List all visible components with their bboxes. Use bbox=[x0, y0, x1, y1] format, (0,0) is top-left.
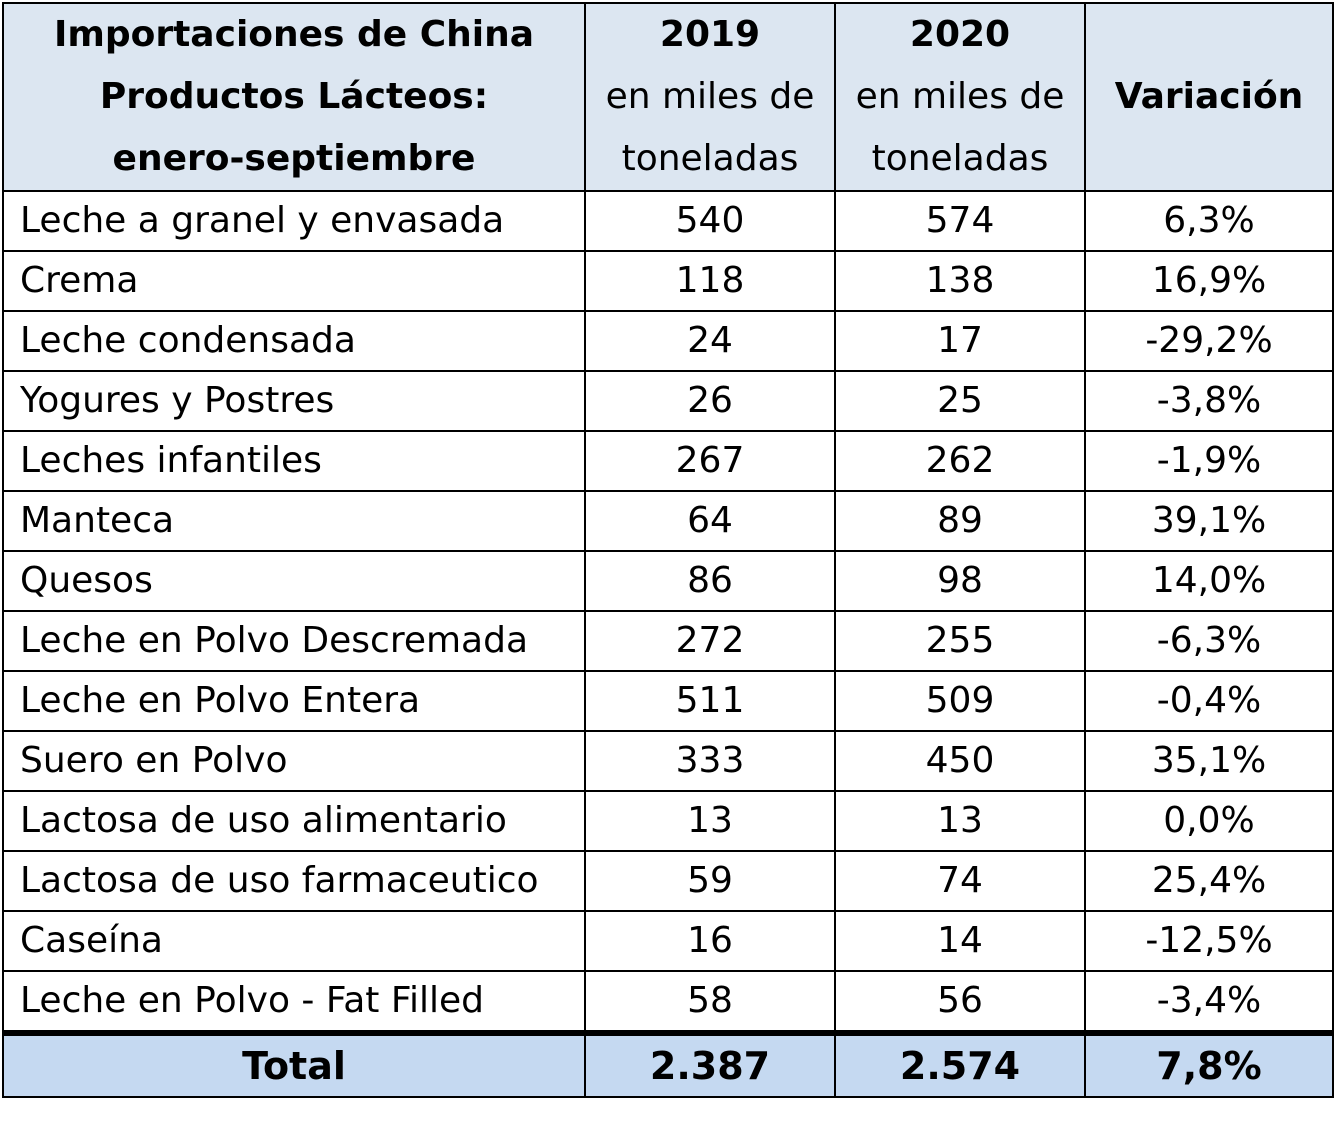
total-2020: 2.574 bbox=[834, 1032, 1086, 1098]
product-cell: Leche en Polvo Entera bbox=[2, 670, 586, 732]
header-row: Importaciones de China Productos Lácteos… bbox=[2, 2, 1334, 192]
table-row: Suero en Polvo 333 450 35,1% bbox=[2, 730, 1334, 792]
value-2020-cell: 98 bbox=[834, 550, 1086, 612]
variation-cell: 39,1% bbox=[1084, 490, 1334, 552]
value-2020-cell: 574 bbox=[834, 190, 1086, 252]
value-2019-cell: 267 bbox=[584, 430, 836, 492]
table-row: Leche en Polvo - Fat Filled 58 56 -3,4% bbox=[2, 970, 1334, 1036]
value-2019-cell: 272 bbox=[584, 610, 836, 672]
value-2020-cell: 509 bbox=[834, 670, 1086, 732]
header-2019-year: 2019 bbox=[659, 14, 761, 55]
product-cell: Yogures y Postres bbox=[2, 370, 586, 432]
variation-cell: -3,8% bbox=[1084, 370, 1334, 432]
variation-cell: -1,9% bbox=[1084, 430, 1334, 492]
value-2020-cell: 138 bbox=[834, 250, 1086, 312]
header-product: Importaciones de China Productos Lácteos… bbox=[2, 2, 586, 192]
variation-cell: -0,4% bbox=[1084, 670, 1334, 732]
variation-cell: -6,3% bbox=[1084, 610, 1334, 672]
dairy-imports-table: Importaciones de China Productos Lácteos… bbox=[2, 2, 1334, 1098]
product-cell: Leche en Polvo Descremada bbox=[2, 610, 586, 672]
variation-cell: 14,0% bbox=[1084, 550, 1334, 612]
header-product-line-3: enero-septiembre bbox=[112, 138, 476, 179]
total-row: Total 2.387 2.574 7,8% bbox=[2, 1032, 1334, 1098]
variation-cell: -29,2% bbox=[1084, 310, 1334, 372]
variation-cell: 0,0% bbox=[1084, 790, 1334, 852]
product-cell: Crema bbox=[2, 250, 586, 312]
value-2019-cell: 333 bbox=[584, 730, 836, 792]
value-2019-cell: 64 bbox=[584, 490, 836, 552]
total-2019: 2.387 bbox=[584, 1032, 836, 1098]
product-cell: Quesos bbox=[2, 550, 586, 612]
value-2020-cell: 13 bbox=[834, 790, 1086, 852]
header-variation-label: Variación bbox=[1114, 76, 1304, 117]
table-row: Manteca 64 89 39,1% bbox=[2, 490, 1334, 552]
table-row: Leches infantiles 267 262 -1,9% bbox=[2, 430, 1334, 492]
product-cell: Suero en Polvo bbox=[2, 730, 586, 792]
value-2019-cell: 511 bbox=[584, 670, 836, 732]
header-2019: 2019 en miles de toneladas bbox=[584, 2, 836, 192]
table-row: Leche en Polvo Entera 511 509 -0,4% bbox=[2, 670, 1334, 732]
product-cell: Leche a granel y envasada bbox=[2, 190, 586, 252]
value-2020-cell: 262 bbox=[834, 430, 1086, 492]
variation-cell: -3,4% bbox=[1084, 970, 1334, 1036]
value-2020-cell: 25 bbox=[834, 370, 1086, 432]
table-row: Leche condensada 24 17 -29,2% bbox=[2, 310, 1334, 372]
header-2020: 2020 en miles de toneladas bbox=[834, 2, 1086, 192]
table-row: Leche en Polvo Descremada 272 255 -6,3% bbox=[2, 610, 1334, 672]
product-cell: Leche en Polvo - Fat Filled bbox=[2, 970, 586, 1036]
value-2020-cell: 450 bbox=[834, 730, 1086, 792]
header-2019-unit-1: en miles de bbox=[605, 76, 815, 117]
header-2020-unit-2: toneladas bbox=[871, 138, 1049, 179]
header-2019-unit-2: toneladas bbox=[621, 138, 799, 179]
value-2019-cell: 540 bbox=[584, 190, 836, 252]
table-row: Crema 118 138 16,9% bbox=[2, 250, 1334, 312]
product-cell: Leches infantiles bbox=[2, 430, 586, 492]
table-row: Leche a granel y envasada 540 574 6,3% bbox=[2, 190, 1334, 252]
value-2019-cell: 26 bbox=[584, 370, 836, 432]
header-2020-year: 2020 bbox=[909, 14, 1011, 55]
value-2019-cell: 24 bbox=[584, 310, 836, 372]
value-2019-cell: 13 bbox=[584, 790, 836, 852]
product-cell: Manteca bbox=[2, 490, 586, 552]
value-2019-cell: 16 bbox=[584, 910, 836, 972]
variation-cell: -12,5% bbox=[1084, 910, 1334, 972]
value-2020-cell: 56 bbox=[834, 970, 1086, 1036]
table-row: Yogures y Postres 26 25 -3,8% bbox=[2, 370, 1334, 432]
table-row: Lactosa de uso alimentario 13 13 0,0% bbox=[2, 790, 1334, 852]
header-product-line-1: Importaciones de China bbox=[53, 14, 535, 55]
variation-cell: 35,1% bbox=[1084, 730, 1334, 792]
variation-cell: 25,4% bbox=[1084, 850, 1334, 912]
product-cell: Caseína bbox=[2, 910, 586, 972]
product-cell: Lactosa de uso farmaceutico bbox=[2, 850, 586, 912]
value-2019-cell: 118 bbox=[584, 250, 836, 312]
value-2020-cell: 17 bbox=[834, 310, 1086, 372]
value-2020-cell: 14 bbox=[834, 910, 1086, 972]
variation-cell: 16,9% bbox=[1084, 250, 1334, 312]
header-product-line-2: Productos Lácteos: bbox=[99, 76, 489, 117]
table-row: Caseína 16 14 -12,5% bbox=[2, 910, 1334, 972]
product-cell: Leche condensada bbox=[2, 310, 586, 372]
product-cell: Lactosa de uso alimentario bbox=[2, 790, 586, 852]
value-2019-cell: 59 bbox=[584, 850, 836, 912]
table-row: Lactosa de uso farmaceutico 59 74 25,4% bbox=[2, 850, 1334, 912]
header-variation: Variación bbox=[1084, 2, 1334, 192]
value-2020-cell: 74 bbox=[834, 850, 1086, 912]
header-2020-unit-1: en miles de bbox=[855, 76, 1065, 117]
table-body: Leche a granel y envasada 540 574 6,3% Crema… bbox=[2, 190, 1334, 1036]
table-row: Quesos 86 98 14,0% bbox=[2, 550, 1334, 612]
total-variation: 7,8% bbox=[1084, 1032, 1334, 1098]
value-2020-cell: 255 bbox=[834, 610, 1086, 672]
total-label: Total bbox=[2, 1032, 586, 1098]
value-2020-cell: 89 bbox=[834, 490, 1086, 552]
variation-cell: 6,3% bbox=[1084, 190, 1334, 252]
value-2019-cell: 86 bbox=[584, 550, 836, 612]
value-2019-cell: 58 bbox=[584, 970, 836, 1036]
